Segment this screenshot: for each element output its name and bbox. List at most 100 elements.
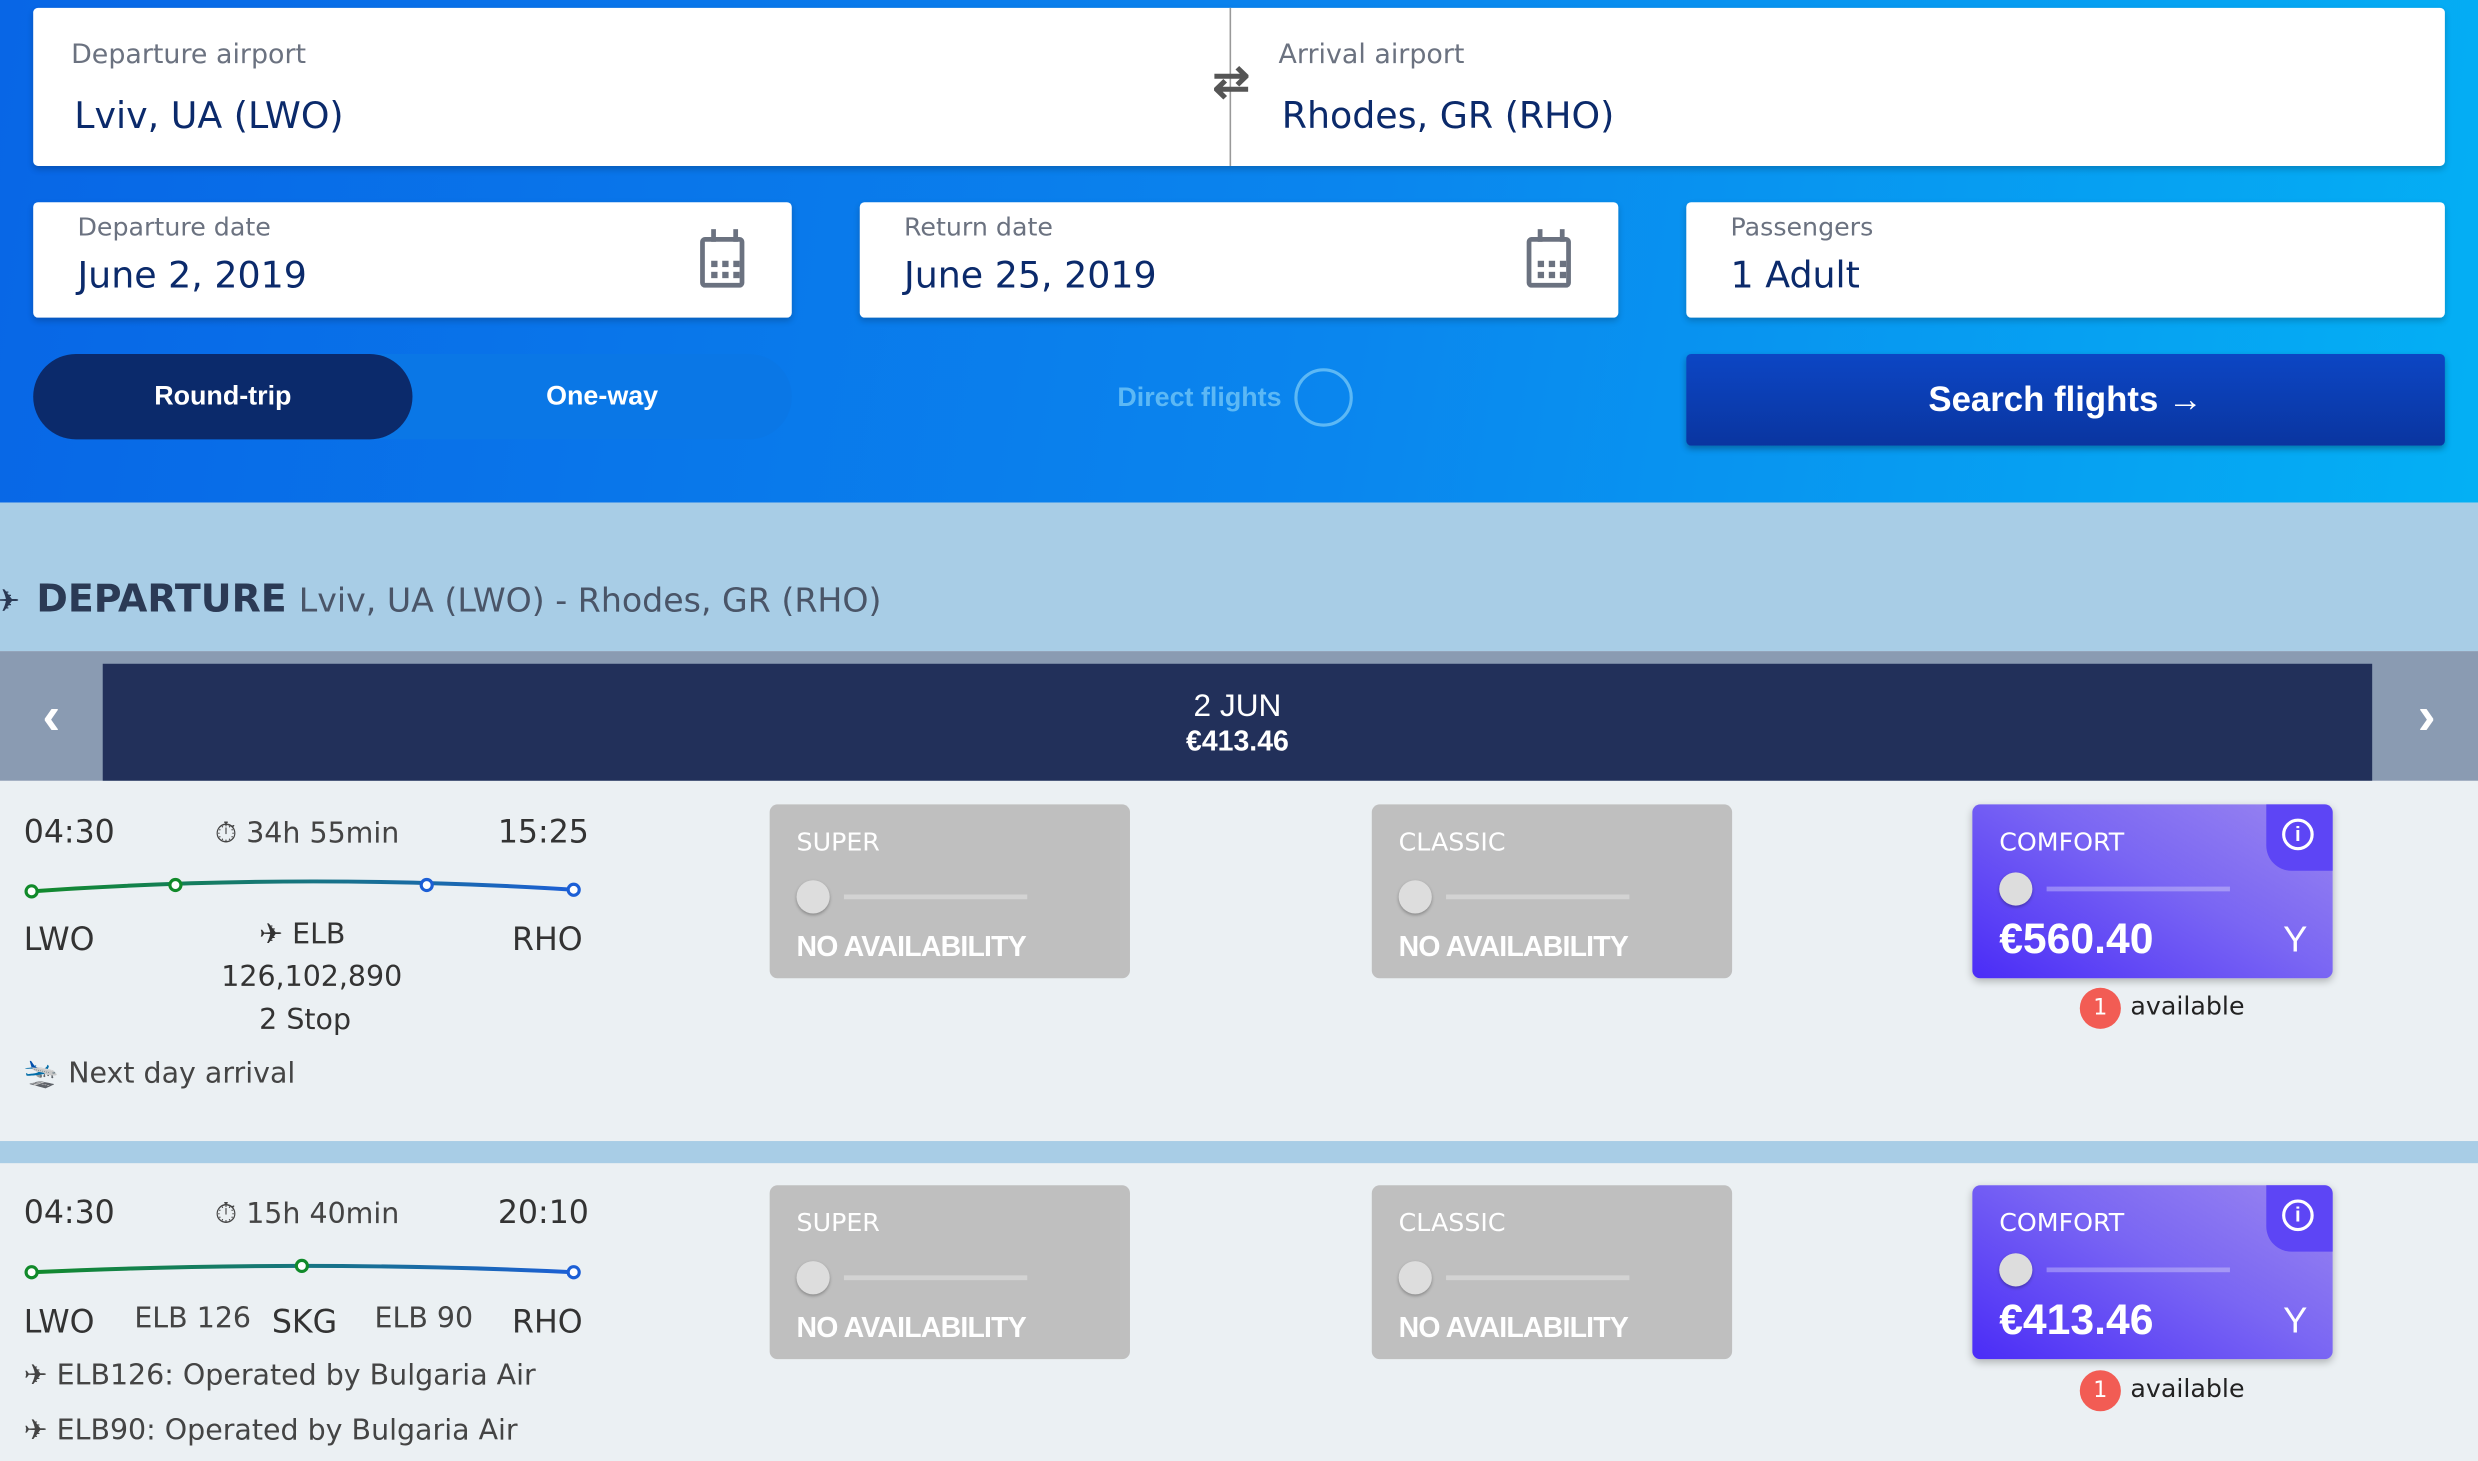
arrival-time: 20:10 — [497, 1193, 589, 1232]
departure-date-field[interactable]: Departure date June 2, 2019 — [33, 202, 792, 318]
section-header: ✈ DEPARTURE Lviv, UA (LWO) - Rhodes, GR … — [0, 502, 2478, 652]
fare-super: SUPER NO AVAILABILITY — [769, 1185, 1130, 1360]
seats-available-badge: 1 — [2079, 987, 2121, 1029]
fare-name: CLASSIC — [1398, 826, 1506, 857]
arrival-airport-value: Rhodes, GR (RHO) — [1281, 96, 1615, 138]
destination-code: RHO — [512, 1302, 583, 1341]
fare-comfort[interactable]: COMFORT €560.40 Y i — [1972, 804, 2333, 979]
fare-radio — [1398, 880, 1432, 914]
fare-name: COMFORT — [1999, 826, 2125, 857]
fare-status: NO AVAILABILITY — [1398, 930, 1629, 963]
origin-code: LWO — [23, 1302, 95, 1341]
fare-status: NO AVAILABILITY — [796, 1311, 1027, 1344]
fare-price: €413.46 — [1999, 1295, 2154, 1344]
departure-airport-field[interactable]: Departure airport Lviv, UA (LWO) — [33, 8, 1229, 166]
passengers-value: 1 Adult — [1730, 256, 1860, 298]
fare-bar — [843, 894, 1028, 900]
origin-code: LWO — [23, 919, 95, 958]
flight-numbers: 126,102,890 — [221, 960, 403, 995]
departure-airport-label: Departure airport — [71, 39, 307, 72]
departure-airport-value: Lviv, UA (LWO) — [74, 96, 344, 138]
destination-code: RHO — [512, 919, 583, 958]
stops-count: 2 Stop — [259, 1003, 352, 1037]
fare-classic: CLASSIC NO AVAILABILITY — [1371, 804, 1733, 979]
fare-name: COMFORT — [1999, 1207, 2125, 1238]
stopover-code: SKG — [271, 1302, 338, 1341]
fare-radio — [796, 880, 830, 914]
available-label: available — [2130, 990, 2245, 1021]
fare-name: SUPER — [796, 1207, 880, 1238]
passengers-label: Passengers — [1730, 211, 1874, 242]
round-trip-button[interactable]: Round-trip — [33, 354, 413, 440]
operated-by: ELB90: Operated by Bulgaria Air — [56, 1414, 518, 1448]
leg-1-flight: ELB 126 — [134, 1302, 252, 1336]
plane-landing-icon: 🛬 — [23, 1057, 60, 1091]
fare-radio[interactable] — [1999, 1253, 2033, 1287]
chevron-left-icon[interactable]: ‹ — [42, 685, 61, 746]
section-title: DEPARTURE — [36, 576, 287, 622]
fare-bar — [843, 1275, 1028, 1281]
date-tab-date: 2 JUN — [1193, 689, 1282, 724]
departure-date-label: Departure date — [77, 211, 271, 242]
fare-super: SUPER NO AVAILABILITY — [769, 804, 1130, 979]
divider — [1229, 7, 1232, 166]
direct-flights-label: Direct flights — [1117, 382, 1282, 413]
direct-flights-toggle[interactable] — [1294, 368, 1353, 427]
fare-radio — [1398, 1261, 1432, 1295]
fare-status: NO AVAILABILITY — [796, 930, 1027, 963]
section-route: Lviv, UA (LWO) - Rhodes, GR (RHO) — [298, 581, 882, 620]
fare-price: €560.40 — [1999, 915, 2154, 963]
fare-class: Y — [2283, 1299, 2308, 1341]
flight-row[interactable]: 04:30 ⏱ 15h 40min 20:10 LWO ELB 126 SKG … — [0, 1163, 2478, 1460]
date-tab-price: €413.46 — [1186, 725, 1289, 758]
passengers-field[interactable]: Passengers 1 Adult — [1686, 202, 2445, 318]
arrival-time: 15:25 — [497, 812, 589, 851]
return-date-field[interactable]: Return date June 25, 2019 — [859, 202, 1619, 318]
date-strip: ‹ 2 JUN €413.46 › — [0, 651, 2478, 781]
row-separator — [0, 1141, 2478, 1164]
next-day-arrival: Next day arrival — [68, 1057, 296, 1091]
search-flights-label: Search flights — [1928, 379, 2159, 419]
date-tab-selected[interactable]: 2 JUN €413.46 — [102, 663, 2373, 781]
arrival-airport-label: Arrival airport — [1278, 39, 1465, 72]
calendar-icon[interactable] — [1526, 229, 1571, 288]
fare-classic: CLASSIC NO AVAILABILITY — [1371, 1185, 1733, 1360]
arrival-airport-field[interactable]: Arrival airport Rhodes, GR (RHO) — [1231, 8, 2445, 166]
plane-icon: ✈ — [23, 1359, 48, 1393]
fare-comfort[interactable]: COMFORT €413.46 Y i — [1972, 1185, 2333, 1360]
search-flights-button[interactable]: Search flights → — [1686, 354, 2445, 446]
fare-class: Y — [2283, 918, 2308, 960]
route-line — [24, 1258, 581, 1280]
fare-bar — [2046, 886, 2230, 892]
plane-departure-icon: ✈ — [0, 582, 20, 622]
calendar-icon[interactable] — [700, 229, 745, 288]
duration: 15h 40min — [246, 1197, 400, 1232]
chevron-right-icon[interactable]: › — [2417, 685, 2436, 746]
timer-icon: ⏱ — [214, 1197, 238, 1232]
operated-by: ELB126: Operated by Bulgaria Air — [56, 1359, 536, 1393]
fare-radio[interactable] — [1999, 872, 2033, 906]
trip-type-toggle: Round-trip One-way — [33, 354, 792, 440]
plane-icon: ✈ — [23, 1414, 48, 1448]
departure-time: 04:30 — [23, 1193, 115, 1232]
one-way-button[interactable]: One-way — [546, 380, 659, 411]
route-line — [24, 877, 581, 899]
duration: 34h 55min — [246, 817, 400, 851]
carrier-code: ELB — [292, 918, 346, 952]
fare-name: SUPER — [796, 826, 880, 857]
departure-date-value: June 2, 2019 — [77, 256, 307, 298]
fare-bar — [1446, 1275, 1630, 1281]
leg-2-flight: ELB 90 — [374, 1302, 474, 1336]
info-icon: i — [2282, 1199, 2314, 1232]
available-label: available — [2130, 1373, 2245, 1404]
swap-airports-icon[interactable]: ⇄ — [1212, 56, 1250, 106]
return-date-label: Return date — [903, 211, 1053, 242]
seats-available-badge: 1 — [2079, 1370, 2121, 1412]
departure-time: 04:30 — [23, 812, 115, 851]
info-icon: i — [2282, 818, 2314, 851]
plane-icon: ✈ — [259, 918, 284, 952]
info-button[interactable]: i — [2266, 804, 2333, 871]
fare-bar — [2046, 1267, 2230, 1273]
info-button[interactable]: i — [2266, 1185, 2333, 1252]
flight-row[interactable]: 04:30 ⏱ 34h 55min 15:25 LWO ✈ ELB RHO 12… — [0, 781, 2478, 1141]
